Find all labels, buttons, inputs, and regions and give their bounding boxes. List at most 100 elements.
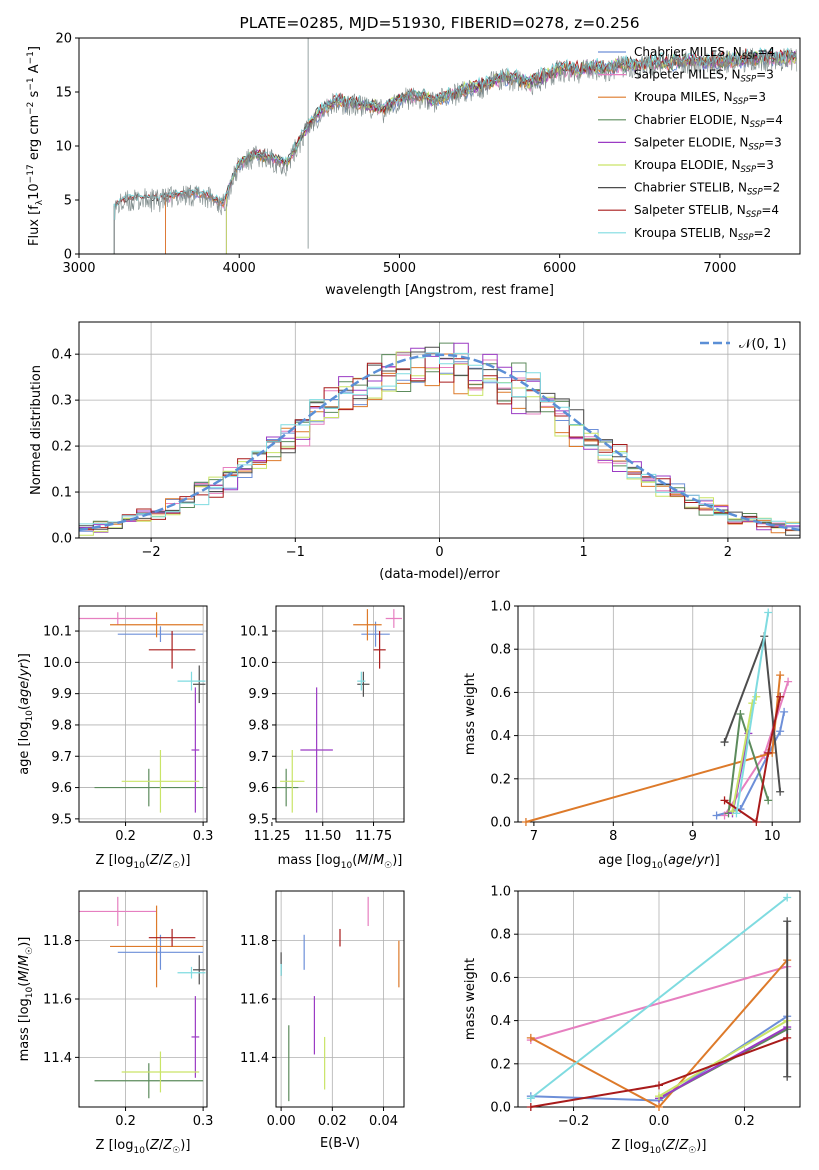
y-tick-label: 0.0	[490, 816, 511, 831]
y-tick-label: 0.2	[490, 1057, 511, 1072]
mass-weight-line	[530, 965, 788, 1041]
legend-entry-label: Chabrier MILES, NSSP=4	[634, 45, 775, 62]
y-tick-label: 0.0	[51, 532, 72, 547]
plot-area	[113, 38, 798, 254]
spectrum-panel: 3000 4000 5000 6000 7000 0 5 10 15 20 Chabrier MIL…	[26, 14, 801, 298]
y-tick-label: 11.8	[240, 934, 269, 949]
plot-area	[79, 612, 206, 813]
mass-weight-marker	[736, 710, 745, 718]
axes-frame: 11.25 11.50 11.75 9.5 9.6 9.7 9.8 9.9 10.0 10.1	[240, 605, 405, 844]
mass-weight-marker	[655, 1092, 663, 1101]
y-tick-label: 0.2	[51, 440, 72, 455]
mass-weight-vs-age-panel: 7 8 9 10 0.0 0.2 0.4 0.6 0.8 1.0 age [log10(age/yr…	[463, 600, 801, 871]
x-tick-label: 0.3	[193, 1114, 214, 1129]
x-tick-label: 4000	[223, 261, 256, 276]
y-tick-label: 1.0	[490, 600, 511, 615]
y-axis-label: age [log10(age/yr)]	[17, 653, 35, 775]
mass-weight-marker	[720, 796, 729, 805]
x-tick-label: 11.75	[355, 829, 392, 844]
y-tick-label: 1.0	[490, 885, 511, 900]
mass-weight-marker	[655, 1103, 663, 1111]
plot-area	[79, 896, 206, 1099]
residual-histogram	[79, 352, 800, 531]
normal-curve	[79, 353, 800, 532]
y-tick-label: 11.8	[43, 934, 72, 949]
y-tick-label: 9.7	[51, 750, 72, 765]
mass-vs-metallicity-panel: 0.2 0.3 11.4 11.6 11.8 Z [log10(Z/Z☉)] mass [l…	[17, 890, 214, 1156]
legend-entry-label: Kroupa MILES, NSSP=3	[634, 90, 766, 107]
x-tick-label: 1	[580, 545, 588, 560]
legend: Chabrier MILES, NSSP=4 Salpeter MILES, NS…	[598, 45, 783, 243]
y-tick-label: 10.1	[240, 625, 269, 640]
x-tick-label: 0.04	[369, 1114, 398, 1129]
mass-weight-line	[723, 696, 782, 824]
x-tick-label: −2	[142, 545, 161, 560]
x-axis-label: Z [log10(Z/Z☉)]	[612, 1138, 707, 1156]
y-tick-label: 9.6	[51, 781, 72, 796]
axes-frame: −0.2 0.0 0.2 0.0 0.2 0.4 0.6 0.8 1.0	[490, 885, 801, 1129]
mass-weight-marker	[776, 727, 785, 736]
y-tick-label: 0.4	[490, 729, 511, 744]
y-tick-label: 11.4	[43, 1051, 72, 1066]
legend-entry-label: Chabrier ELODIE, NSSP=4	[634, 113, 783, 130]
y-tick-label: 10	[55, 140, 72, 155]
x-tick-label: 0	[435, 545, 443, 560]
x-tick-label: −1	[286, 545, 305, 560]
mass-weight-marker	[712, 811, 721, 820]
axes-frame: 0.2 0.3 9.5 9.6 9.7 9.8 9.9 10.0 10.1	[43, 605, 213, 844]
chart-title: PLATE=0285, MJD=51930, FIBERID=0278, z=0…	[239, 14, 639, 32]
mass-weight-marker	[783, 917, 792, 926]
x-tick-label: 11.25	[253, 829, 290, 844]
y-tick-label: 5	[64, 194, 72, 209]
x-axis-label: Z [log10(Z/Z☉)]	[96, 853, 191, 871]
axes-frame: 7 8 9 10 0.0 0.2 0.4 0.6 0.8 1.0	[490, 600, 801, 844]
y-axis-label: Normed distribution	[29, 365, 44, 495]
y-tick-label: 15	[55, 86, 72, 101]
y-tick-label: 0.6	[490, 686, 511, 701]
y-tick-label: 10.0	[43, 656, 72, 671]
mass-weight-marker	[526, 1103, 535, 1111]
y-tick-label: 9.5	[51, 812, 72, 827]
y-axis-label-group: age [log10(age/yr)]	[17, 653, 35, 775]
mass-weight-marker	[720, 738, 729, 747]
axes-frame: 0.2 0.3 11.4 11.6 11.8	[43, 890, 214, 1129]
y-axis-label: Flux [fλ10−17 erg cm−2 s−1 A−1]	[26, 46, 45, 246]
y-tick-label: 10.1	[43, 625, 72, 640]
axes-frame: 3000 4000 5000 6000 7000 0 5 10 15 20 Chabrier MIL…	[55, 32, 801, 276]
y-tick-label: 0.4	[51, 348, 72, 363]
x-tick-label: 7000	[703, 261, 736, 276]
y-tick-label: 9.9	[51, 687, 72, 702]
mass-weight-line	[735, 612, 770, 814]
mass-weight-line	[658, 1026, 788, 1100]
axes-frame: −2 −1 0 1 2 0.0 0.1 0.2 0.3 0.4 𝒩(0, 1)	[51, 321, 801, 560]
mass-weight-marker	[764, 796, 773, 805]
mass-weight-marker	[732, 809, 741, 818]
mass-weight-marker	[776, 692, 785, 701]
axes-frame-rect	[78, 605, 208, 823]
observed-spectrum-line	[113, 47, 798, 254]
y-axis-label-group: Flux [fλ10−17 erg cm−2 s−1 A−1]	[26, 46, 45, 246]
y-tick-label: 11.6	[240, 993, 269, 1008]
y-tick-label: 0.0	[490, 1101, 511, 1116]
x-axis-label: Z [log10(Z/Z☉)]	[96, 1138, 191, 1156]
mass-weight-marker	[752, 818, 761, 826]
axes-frame-rect	[517, 605, 801, 823]
mass-vs-extinction-panel: 0.00 0.02 0.04 11.4 11.6 11.8 E(B-V)	[240, 890, 405, 1151]
x-tick-label: 10	[764, 829, 781, 844]
mass-weight-marker	[780, 707, 789, 716]
y-tick-label: 0	[64, 248, 72, 263]
mass-weight-marker	[784, 677, 793, 686]
mass-weight-marker	[526, 1094, 535, 1103]
x-tick-label: 0.0	[649, 1114, 670, 1129]
x-axis-label: wavelength [Angstrom, rest frame]	[325, 283, 554, 298]
y-axis-label-group: mass weight	[463, 958, 478, 1040]
y-tick-label: 10.0	[240, 656, 269, 671]
x-tick-label: 6000	[543, 261, 576, 276]
x-tick-label: −0.2	[558, 1114, 590, 1129]
x-tick-label: 0.2	[115, 829, 136, 844]
y-axis-label-group: mass weight	[463, 673, 478, 755]
x-tick-label: 11.50	[304, 829, 341, 844]
y-tick-label: 9.6	[248, 781, 269, 796]
legend-entry-label: Salpeter ELODIE, NSSP=3	[634, 135, 782, 152]
